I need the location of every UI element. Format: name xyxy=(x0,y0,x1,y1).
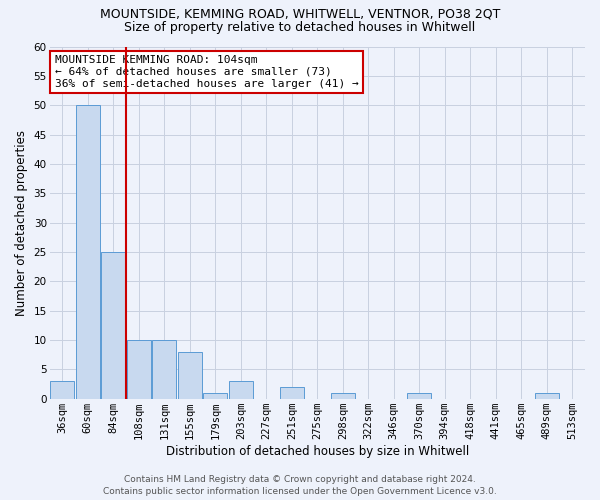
Bar xyxy=(331,393,355,398)
Bar xyxy=(50,381,74,398)
Bar xyxy=(152,340,176,398)
Text: MOUNTSIDE, KEMMING ROAD, WHITWELL, VENTNOR, PO38 2QT: MOUNTSIDE, KEMMING ROAD, WHITWELL, VENTN… xyxy=(100,8,500,20)
Bar xyxy=(280,387,304,398)
Bar xyxy=(178,352,202,399)
Text: Contains HM Land Registry data © Crown copyright and database right 2024.
Contai: Contains HM Land Registry data © Crown c… xyxy=(103,475,497,496)
Bar xyxy=(229,381,253,398)
Y-axis label: Number of detached properties: Number of detached properties xyxy=(15,130,28,316)
Bar xyxy=(535,393,559,398)
Text: MOUNTSIDE KEMMING ROAD: 104sqm
← 64% of detached houses are smaller (73)
36% of : MOUNTSIDE KEMMING ROAD: 104sqm ← 64% of … xyxy=(55,56,359,88)
Bar xyxy=(407,393,431,398)
X-axis label: Distribution of detached houses by size in Whitwell: Distribution of detached houses by size … xyxy=(166,444,469,458)
Bar xyxy=(127,340,151,398)
Bar xyxy=(101,252,125,398)
Bar xyxy=(203,393,227,398)
Bar xyxy=(76,105,100,399)
Text: Size of property relative to detached houses in Whitwell: Size of property relative to detached ho… xyxy=(124,21,476,34)
